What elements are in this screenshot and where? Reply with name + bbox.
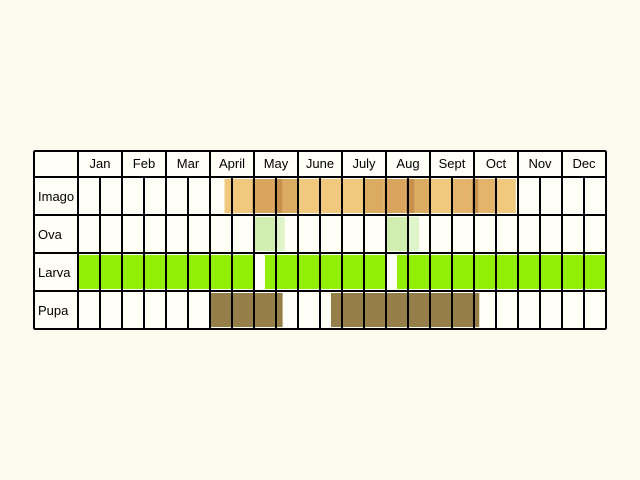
period-bar-ova-1: [276, 217, 285, 251]
month-label-apr: April: [219, 156, 245, 171]
month-label-jul: July: [352, 156, 376, 171]
month-label-dec: Dec: [572, 156, 596, 171]
month-label-mar: Mar: [177, 156, 200, 171]
period-bar-imago-9: [414, 179, 430, 213]
header-row: [34, 151, 606, 177]
period-bar-ova-3: [408, 217, 419, 251]
period-bar-imago-11: [452, 179, 472, 213]
period-bar-imago-13: [478, 179, 496, 213]
period-bar-imago-1: [251, 179, 274, 213]
header-corner-cell: [34, 151, 78, 177]
month-label-may: May: [264, 156, 289, 171]
period-bar-imago-0: [224, 179, 252, 213]
period-bar-imago-7: [383, 179, 406, 213]
stage-labels: Imago Ova Larva Pupa: [38, 189, 74, 318]
period-bar-imago-4: [298, 179, 320, 213]
stage-label-imago: Imago: [38, 189, 74, 204]
month-label-aug: Aug: [396, 156, 419, 171]
period-bar-imago-6: [364, 179, 384, 213]
month-labels: Jan Feb Mar April May June July Aug Sept…: [90, 156, 597, 171]
month-label-jan: Jan: [90, 156, 111, 171]
month-label-jun: June: [306, 156, 334, 171]
period-bar-imago-14: [496, 179, 516, 213]
period-bar-larva-2: [397, 255, 606, 289]
calendar-grid: [33, 150, 607, 330]
month-label-feb: Feb: [133, 156, 155, 171]
stage-label-pupa: Pupa: [38, 303, 69, 318]
period-bar-imago-2: [273, 179, 283, 213]
month-label-sep: Sept: [439, 156, 466, 171]
period-bar-pupa-1: [331, 293, 480, 327]
period-bar-imago-12: [471, 179, 479, 213]
period-bar-ova-0: [254, 217, 276, 251]
period-bar-ova-2: [386, 217, 408, 251]
period-bar-pupa-0: [210, 293, 283, 327]
period-bar-larva-1: [265, 255, 386, 289]
period-bar-imago-8: [405, 179, 415, 213]
month-label-oct: Oct: [486, 156, 507, 171]
month-label-nov: Nov: [528, 156, 552, 171]
stage-label-larva: Larva: [38, 265, 71, 280]
stage-period-bars: [78, 179, 606, 327]
stage-label-ova: Ova: [38, 227, 63, 242]
period-bar-imago-3: [282, 179, 298, 213]
period-bar-imago-10: [430, 179, 452, 213]
